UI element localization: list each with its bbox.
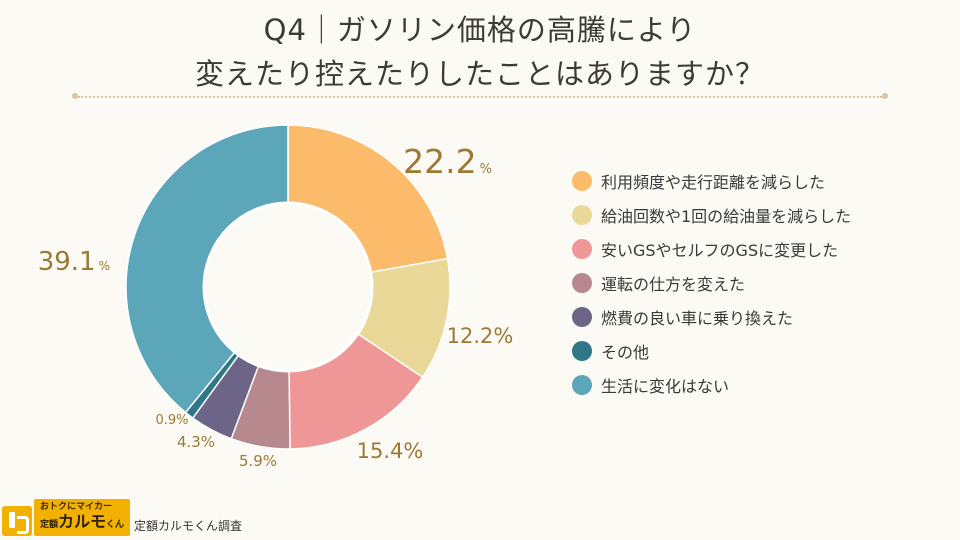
legend-item-1: 利用頻度や走行距離を減らした <box>572 164 952 198</box>
chart-legend: 利用頻度や走行距離を減らした給油回数や1回の給油量を減らした 安いGSやセルフのG… <box>572 164 952 402</box>
logo-prefix: 定額 <box>40 520 59 530</box>
footer: おトクにマイカー 定額カルモくん 定額カルモくん調査 <box>2 499 243 538</box>
title-divider <box>78 96 882 98</box>
value-label-1: 22.2% <box>403 142 492 181</box>
legend-item-7: 生活に変化はない <box>572 368 952 402</box>
legend-swatch-7 <box>572 375 592 395</box>
legend-label-7: 生活に変化はない <box>601 377 730 396</box>
logo-wordmark: 定額カルモくん <box>40 513 124 534</box>
value-label-7: 39.1% <box>38 247 110 277</box>
car-logo-icon <box>2 506 32 536</box>
legend-label-2: 給油回数や1回の給油量を減らした <box>601 207 852 226</box>
brand-logo: おトクにマイカー 定額カルモくん <box>34 499 131 536</box>
legend-item-5: 燃費の良い車に乗り換えた <box>572 300 952 334</box>
legend-swatch-1 <box>572 171 592 191</box>
value-label-5: 4.3% <box>177 433 215 451</box>
donut-slices <box>125 124 451 450</box>
divider-left-dot <box>72 93 78 99</box>
donut-inner-ring <box>202 201 374 373</box>
legend-item-4: 運転の仕方を変えた <box>572 266 952 300</box>
legend-swatch-6 <box>572 341 592 361</box>
legend-label-5: 燃費の良い車に乗り換えた <box>601 309 794 328</box>
chart-title-line-1: Q4｜ガソリン価格の高騰により <box>263 13 697 47</box>
legend-label-6: その他 <box>601 343 650 362</box>
legend-swatch-4 <box>572 273 592 293</box>
value-label-4: 5.9% <box>239 452 277 470</box>
legend-label-4: 運転の仕方を変えた <box>601 275 746 294</box>
legend-label-3: 安いGSやセルフのGSに変更した <box>601 241 839 260</box>
value-label-2: 12.2% <box>447 324 514 348</box>
divider-right-dot <box>882 93 888 99</box>
legend-swatch-5 <box>572 307 592 327</box>
value-label-3: 15.4% <box>357 439 424 463</box>
value-label-6: 0.9% <box>155 413 188 428</box>
legend-swatch-2 <box>572 205 592 225</box>
source-note: 定額カルモくん調査 <box>134 519 243 533</box>
donut-value-labels: 22.2 % 12.2% 15.4% 5.9% 4.3% 0.9% 39.1% <box>38 142 514 470</box>
legend-item-6: その他 <box>572 334 952 368</box>
legend-item-2: 給油回数や1回の給油量を減らした <box>572 198 952 232</box>
chart-title: Q4｜ガソリン価格の高騰により 変えたり控えたりしたことはありますか？ <box>0 8 960 96</box>
legend-label-1: 利用頻度や走行距離を減らした <box>601 173 826 192</box>
legend-item-3: 安いGSやセルフのGSに変更した <box>572 232 952 266</box>
logo-suffix: くん <box>106 520 125 530</box>
logo-name: カルモ <box>58 512 107 531</box>
legend-swatch-3 <box>572 239 592 259</box>
chart-title-line-2: 変えたり控えたりしたことはありますか？ <box>194 57 765 91</box>
logo-tagline: おトクにマイカー <box>40 502 113 512</box>
